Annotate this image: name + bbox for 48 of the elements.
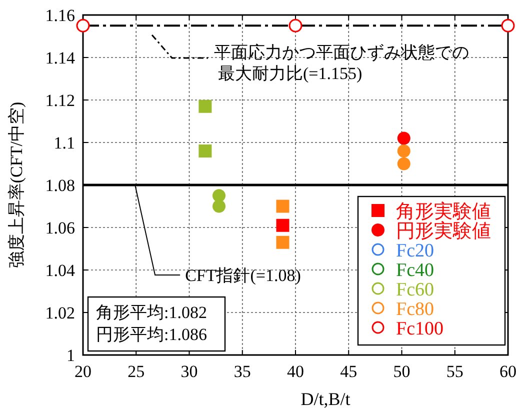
y-tick-label: 1.02 (45, 304, 75, 322)
point (288, 18, 302, 32)
x-tick-label: 60 (500, 362, 516, 381)
legend-label: 円形実験値 (396, 220, 491, 242)
point (76, 18, 90, 32)
x-tick-label: 30 (180, 362, 198, 381)
point (501, 18, 515, 32)
point (276, 218, 290, 232)
point (276, 200, 290, 213)
annotation: CFT指針(=1.08) (185, 266, 301, 285)
x-tick-label: 55 (446, 362, 464, 381)
average-box: 角形平均:1.082 円形平均:1.086 (87, 296, 226, 352)
x-tick-label: 40 (287, 362, 304, 381)
note-leader: 平面応力かつ平面ひずみ状態での 最大耐力比(=1.155) (151, 34, 469, 83)
annotation: 平面応力かつ平面ひずみ状態での (214, 43, 469, 62)
x-tick-label: 50 (393, 362, 410, 381)
x-tick-label: 45 (340, 362, 358, 381)
x-tick-label: 20 (74, 362, 92, 381)
point (397, 132, 410, 145)
y-tick-label: 1.14 (45, 48, 76, 68)
point (212, 200, 226, 213)
y-tick-label: 1.12 (45, 91, 75, 110)
y-tick-label: 1.06 (45, 218, 75, 238)
point (198, 100, 212, 113)
point (276, 236, 290, 249)
point (198, 144, 212, 158)
legend-label: 角形実験値 (396, 200, 491, 222)
y-tick-label: 1.04 (45, 261, 76, 280)
point (212, 189, 226, 202)
legend-label: Fc80 (396, 299, 434, 320)
legend-label: Fc20 (396, 240, 434, 262)
annotation-leader: CFT指針(=1.08) (134, 184, 301, 285)
y-axis-title: 強度上昇率(CFT/中空) (7, 102, 26, 268)
legend-label: Fc60 (396, 280, 434, 300)
legend-label: Fc40 (396, 260, 434, 281)
y-tick-label: 1.08 (45, 176, 75, 195)
y-tick-label: 1.16 (45, 6, 75, 25)
annotation: 角形平均:1.082 (96, 303, 207, 322)
annotation: 最大耐力比(=1.155) (218, 64, 362, 83)
annotation: 円形平均:1.086 (96, 325, 207, 344)
y-tick-label: 1 (66, 346, 75, 365)
x-tick-label: 35 (234, 362, 251, 381)
point (397, 144, 410, 158)
y-tick-label: 1.1 (54, 134, 75, 152)
legend-label: Fc100 (396, 318, 444, 340)
point (397, 157, 410, 170)
x-tick-label: 25 (128, 362, 145, 381)
x-axis-title: D/t,B/t (300, 389, 350, 409)
